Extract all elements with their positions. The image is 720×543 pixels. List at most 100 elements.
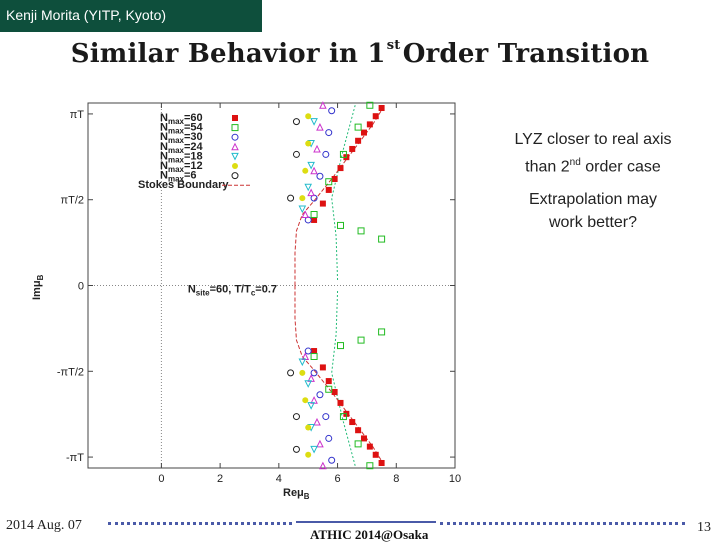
series-0-mirror-point-9 [366,443,373,450]
legend-marker-6 [231,172,239,180]
series-6-point-0 [287,194,295,202]
series-6-mirror-point-2 [292,445,300,453]
series-6-mirror-point-0 [287,369,295,377]
series-1-mirror-point-3 [354,440,362,448]
series-2-point-3 [322,150,330,158]
x-tick-label-3: 6 [334,473,340,485]
series-5-mirror-point-1 [302,397,309,404]
series-0-mirror-point-4 [337,399,344,406]
series-0-mirror-point-8 [360,435,367,442]
series-0-mirror-point-11 [378,459,385,466]
y-tick-label-2: 0 [78,281,84,293]
series-0-point-8 [360,129,367,136]
series-0-point-1 [319,200,326,207]
legend-marker-0 [232,115,238,121]
guide-line-upper [331,105,356,281]
x-tick-label-1: 2 [217,473,223,485]
series-0-mirror-point-0 [311,348,318,355]
guide-line-lower [331,290,356,466]
series-1-point-0 [310,211,318,219]
legend-marker-4 [231,152,239,161]
legend-marker-5 [232,163,238,169]
series-4-mirror-point-2 [307,402,315,410]
note-extrapolation: Extrapolation may work better? [488,188,698,234]
series-1-point-1 [325,178,333,186]
series-0-point-10 [372,113,379,120]
series-6-point-1 [292,150,300,158]
series-1-mirror-point-6 [357,336,365,344]
series-0-mirror-point-6 [349,419,356,426]
series-6-point-2 [292,118,300,126]
title-text-after: Order Transition [393,39,650,69]
annotation-nsite: Nsite=60, T/Tc=0.7 [188,284,277,298]
footer-page-number: 13 [697,520,711,535]
series-1-point-5 [336,221,344,229]
series-0-mirror-point-2 [325,378,332,385]
series-5-point-1 [302,167,309,174]
footer-date: 2014 Aug. 07 [6,518,82,533]
series-3-point-0 [301,210,310,219]
series-5-point-3 [305,113,312,120]
series-1-point-3 [354,123,362,131]
series-5-point-2 [305,140,312,147]
series-3-point-5 [319,101,327,109]
series-2-mirror-point-4 [325,434,333,442]
note-line-1: LYZ closer to real axis [514,131,672,148]
series-2-point-4 [325,129,333,137]
legend-marker-1 [231,124,239,132]
series-0-point-3 [331,176,338,183]
series-5-point-0 [299,195,306,202]
footer-rule-mid [296,521,436,523]
stokes-boundary-lower [294,285,385,466]
series-4-point-0 [298,205,307,214]
series-0-point-6 [349,145,356,152]
series-0-point-7 [355,137,362,144]
series-0-point-9 [366,121,373,128]
series-1-point-4 [366,101,374,109]
series-3-point-4 [316,122,324,131]
y-tick-label-0: πT [70,109,85,121]
x-tick-label-5: 10 [449,473,461,485]
footer-conference: ATHIC 2014@Osaka [310,527,429,542]
x-axis-label: ReμB [283,487,310,501]
legend-label-6: Nmax=6 [160,170,197,184]
series-2-mirror-point-3 [322,413,330,421]
slide-title: Similar Behavior in 1st Order Transition [0,38,720,69]
series-1-point-2 [339,150,347,158]
series-1-point-7 [378,235,386,243]
series-4-point-2 [307,161,315,170]
title-text-before: Similar Behavior in 1 [70,39,386,69]
legend-label-3: Nmax=24 [160,141,204,155]
series-5-mirror-point-3 [305,451,312,458]
series-0-point-0 [311,216,318,223]
footer-rule-left [108,522,292,525]
footer-rule-right [440,522,685,525]
note-line-3: Extrapolation may [528,191,658,208]
series-0-mirror-point-1 [319,364,326,371]
series-3-mirror-point-4 [316,439,324,448]
series-3-mirror-point-3 [313,417,321,426]
note-lyz: LYZ closer to real axis than 2nd order c… [488,128,698,178]
legend-label-1: Nmax=54 [160,122,204,136]
header-bar: Kenji Morita (YITP, Kyoto) [0,0,262,32]
series-4-mirror-point-0 [298,358,307,367]
series-1-mirror-point-4 [366,462,374,470]
legend-label-stokes: Stokes Boundary [138,179,229,191]
y-tick-label-1: πT/2 [61,195,84,207]
series-6-mirror-point-1 [292,413,300,421]
x-tick-label-4: 8 [393,473,399,485]
series-4-point-1 [304,183,313,192]
series-1-point-6 [357,227,365,235]
series-0-mirror-point-10 [372,451,379,458]
series-1-mirror-point-1 [325,385,333,393]
legend-marker-3 [231,142,239,151]
series-2-mirror-point-5 [328,456,336,464]
series-1-mirror-point-7 [378,328,386,336]
y-tick-label-4: -πT [66,452,84,464]
series-2-point-5 [328,107,336,115]
series-3-point-3 [313,144,321,153]
legend-label-5: Nmax=12 [160,160,203,174]
series-2-mirror-point-1 [310,369,318,377]
y-tick-label-3: -πT/2 [57,366,84,378]
